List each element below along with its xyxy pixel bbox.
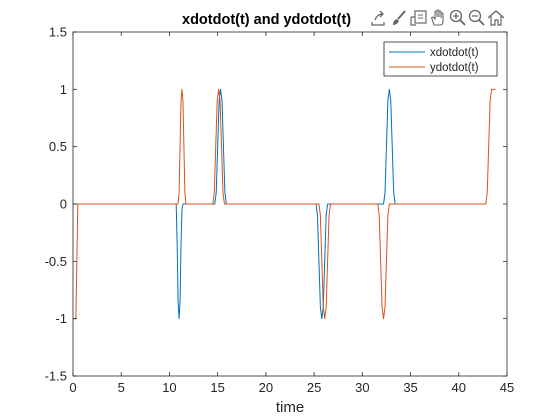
x-tick-label: 5 <box>118 380 125 395</box>
legend-box <box>383 41 498 77</box>
y-tick-label: 1.5 <box>49 25 67 40</box>
datatip-icon[interactable] <box>410 9 428 27</box>
ticks-layer <box>72 31 508 377</box>
brush-icon[interactable] <box>390 9 408 27</box>
axes-toolbar <box>366 6 508 30</box>
x-axis-label: time <box>276 399 304 416</box>
x-tick-label: 45 <box>500 380 514 395</box>
y-tick-label: -0.5 <box>45 254 67 269</box>
x-tick-label: 15 <box>210 380 224 395</box>
zoom-in-icon[interactable] <box>449 9 467 27</box>
y-tick-label: -1.5 <box>45 369 67 384</box>
x-tick-label: 25 <box>307 380 321 395</box>
pan-icon[interactable] <box>429 9 447 27</box>
y-tick-label: 0 <box>60 197 67 212</box>
x-tick-label: 0 <box>69 380 76 395</box>
x-tick-label: 20 <box>259 380 273 395</box>
series-line-ydotdot-t- <box>73 88 496 320</box>
x-tick-label: 40 <box>452 380 466 395</box>
legend-label-ydotdot: ydotdot(t) <box>430 62 479 74</box>
x-tick-label: 35 <box>403 380 417 395</box>
y-tick-labels: -1.5 -1 -0.5 0 0.5 1 1.5 <box>45 25 67 384</box>
y-tick-label: 1 <box>60 82 67 97</box>
x-tick-label: 10 <box>162 380 176 395</box>
y-tick-label: 0.5 <box>49 139 67 154</box>
chart-title: xdotdot(t) and ydotdot(t) <box>182 12 351 28</box>
legend: xdotdot(t) ydotdot(t) <box>383 41 498 77</box>
x-tick-labels: 0 5 10 15 20 25 30 35 40 45 <box>69 380 514 395</box>
home-icon[interactable] <box>487 9 505 27</box>
y-tick-label: -1 <box>55 311 67 326</box>
x-tick-label: 30 <box>355 380 369 395</box>
zoom-out-icon[interactable] <box>468 9 486 27</box>
export-icon[interactable] <box>370 9 388 27</box>
legend-label-xdotdot: xdotdot(t) <box>430 47 479 59</box>
series-layer <box>73 88 496 320</box>
